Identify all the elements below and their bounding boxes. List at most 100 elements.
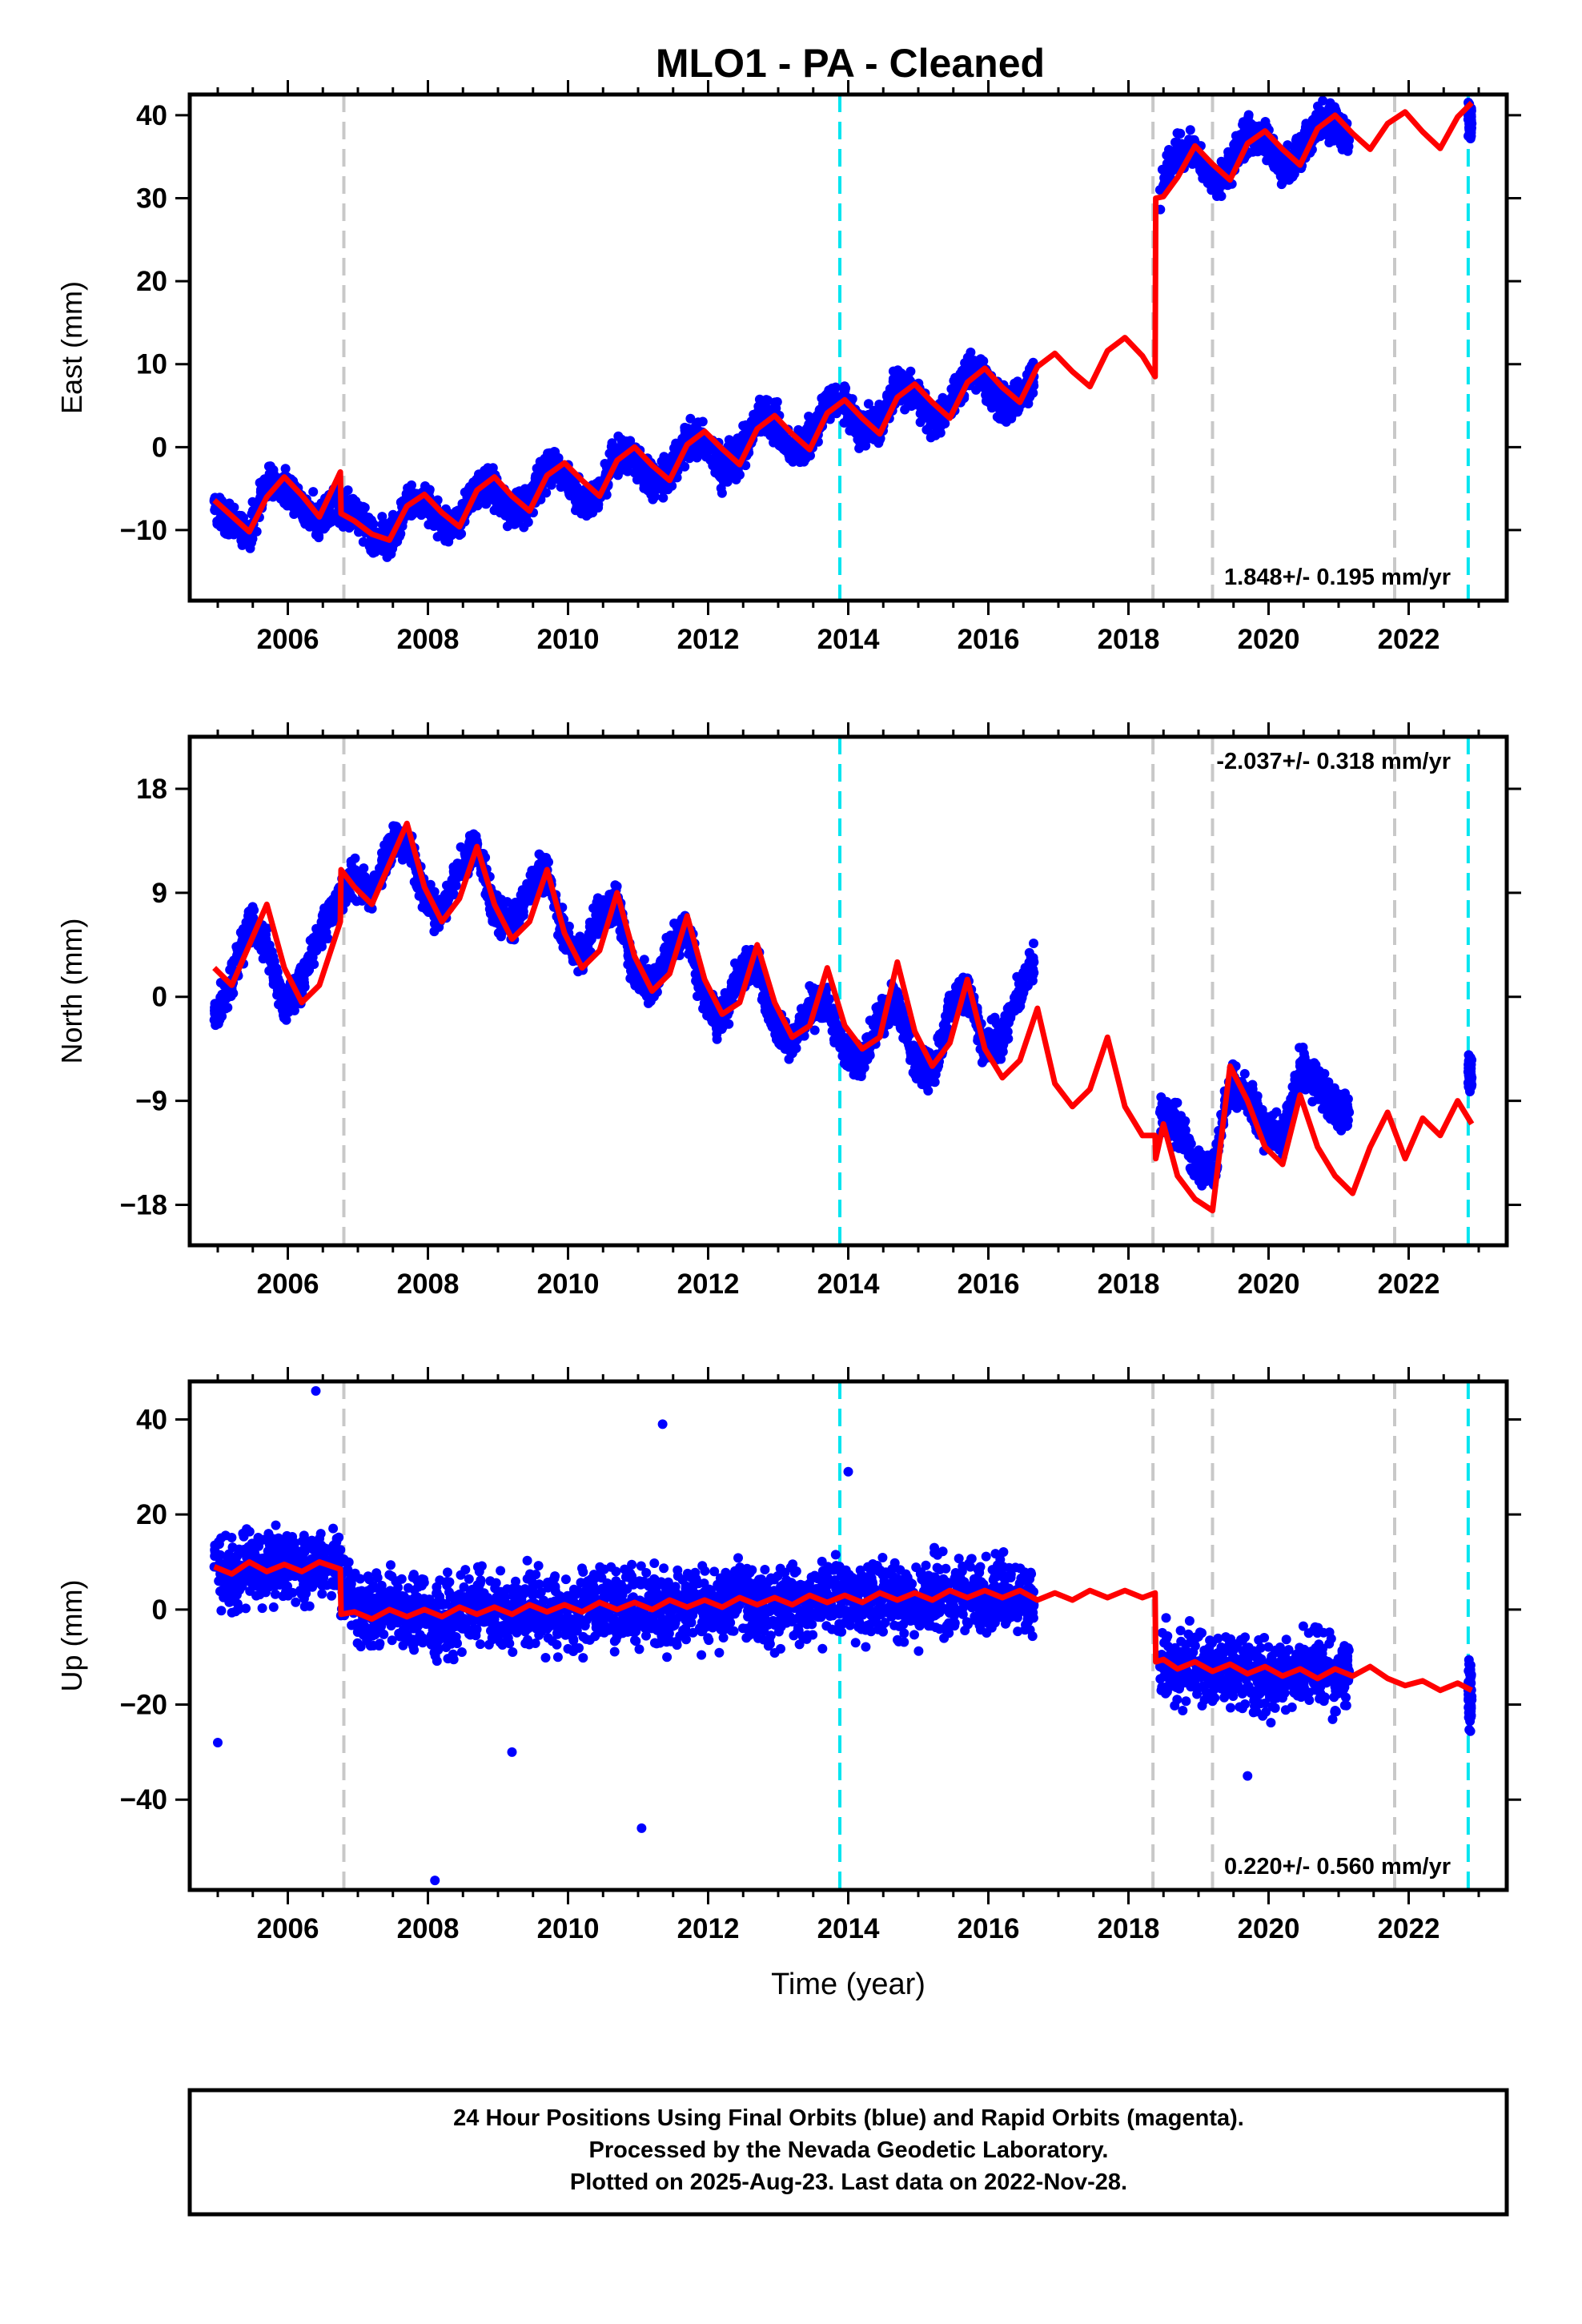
data-point xyxy=(633,980,644,990)
data-point xyxy=(971,384,982,395)
data-point xyxy=(560,467,570,477)
data-point xyxy=(690,421,701,432)
data-point xyxy=(892,379,902,389)
data-point xyxy=(685,413,696,424)
data-point xyxy=(654,967,665,978)
data-point xyxy=(1278,163,1287,174)
data-point xyxy=(658,493,669,503)
data-point xyxy=(720,455,730,465)
data-point xyxy=(358,537,368,547)
data-point xyxy=(274,979,284,990)
data-point xyxy=(564,489,575,499)
data-point xyxy=(842,412,853,423)
data-point xyxy=(303,957,312,967)
data-point xyxy=(236,535,247,545)
panel-east: 2006 2008 2010 2012 2014 2016 2018 2020 2022−100… xyxy=(55,80,1521,655)
data-point xyxy=(493,928,504,938)
data-point xyxy=(544,857,553,867)
data-point xyxy=(1295,131,1306,142)
data-point xyxy=(343,485,353,496)
data-point xyxy=(288,493,299,504)
data-point xyxy=(212,1000,223,1011)
data-point xyxy=(377,858,387,869)
data-point xyxy=(363,513,374,523)
data-point xyxy=(970,363,980,372)
data-point xyxy=(1260,135,1271,145)
data-point xyxy=(541,488,552,498)
y-tick-label: 20 xyxy=(136,266,167,297)
data-point xyxy=(654,959,665,970)
data-point xyxy=(334,518,344,529)
data-point xyxy=(932,425,942,436)
data-point xyxy=(525,895,536,906)
data-point xyxy=(297,505,307,515)
data-point xyxy=(238,926,248,935)
x-tick-label: 2018 xyxy=(1098,624,1160,655)
data-point xyxy=(754,394,765,404)
data-point xyxy=(787,447,797,457)
data-points-north xyxy=(209,821,1477,1191)
plot-area-east xyxy=(209,94,1477,601)
data-point xyxy=(404,510,415,521)
data-point xyxy=(1344,135,1355,145)
data-point xyxy=(350,853,360,863)
y-axis-label-east: East (mm) xyxy=(55,281,88,414)
data-point xyxy=(440,900,450,911)
data-point xyxy=(496,499,506,509)
data-points-east xyxy=(209,95,1477,562)
data-point xyxy=(502,897,512,907)
data-point xyxy=(262,480,272,490)
data-point xyxy=(489,485,500,496)
data-point xyxy=(437,521,447,531)
data-point xyxy=(616,434,627,444)
data-point xyxy=(377,512,387,522)
data-point xyxy=(448,890,459,900)
panel-north: 2006 2008 2010 2012 2014 2016 2018 2020 2022−18−… xyxy=(55,722,1521,1300)
data-point xyxy=(927,417,938,428)
data-point xyxy=(690,969,701,979)
data-point xyxy=(735,469,745,480)
data-point xyxy=(434,922,444,932)
figure-title: MLO1 - PA - Cleaned xyxy=(656,41,1045,86)
data-point xyxy=(857,428,867,439)
data-point xyxy=(700,436,710,446)
data-point xyxy=(507,509,517,519)
data-point xyxy=(822,396,833,407)
data-point xyxy=(1467,119,1477,129)
data-point xyxy=(543,448,553,459)
y-tick-label: 0 xyxy=(152,432,167,463)
data-point xyxy=(215,521,226,532)
data-point xyxy=(229,502,239,513)
data-point xyxy=(1207,178,1218,188)
data-point xyxy=(322,917,332,927)
data-point xyxy=(525,870,536,880)
data-point xyxy=(629,453,640,464)
data-point xyxy=(805,450,815,460)
data-point xyxy=(1333,131,1343,141)
y-tick-label: 40 xyxy=(136,100,167,131)
data-point xyxy=(514,909,524,919)
data-point xyxy=(584,509,595,519)
data-point xyxy=(1230,138,1240,148)
data-point xyxy=(323,934,333,943)
data-point xyxy=(289,509,299,519)
data-point xyxy=(612,881,622,891)
data-point xyxy=(847,394,857,404)
data-point xyxy=(1243,127,1253,138)
data-point xyxy=(367,543,378,553)
data-point xyxy=(280,464,291,474)
data-point xyxy=(962,364,973,375)
data-point xyxy=(368,519,379,529)
y-tick-label: −10 xyxy=(120,515,167,546)
data-point xyxy=(589,925,600,935)
data-point xyxy=(483,463,493,473)
data-point xyxy=(349,509,359,519)
data-point xyxy=(308,487,319,497)
data-point xyxy=(509,519,520,529)
data-point xyxy=(351,496,361,506)
data-point xyxy=(1283,140,1293,151)
data-point xyxy=(849,426,860,436)
data-point xyxy=(510,897,520,907)
x-tick-label: 2010 xyxy=(537,624,600,655)
